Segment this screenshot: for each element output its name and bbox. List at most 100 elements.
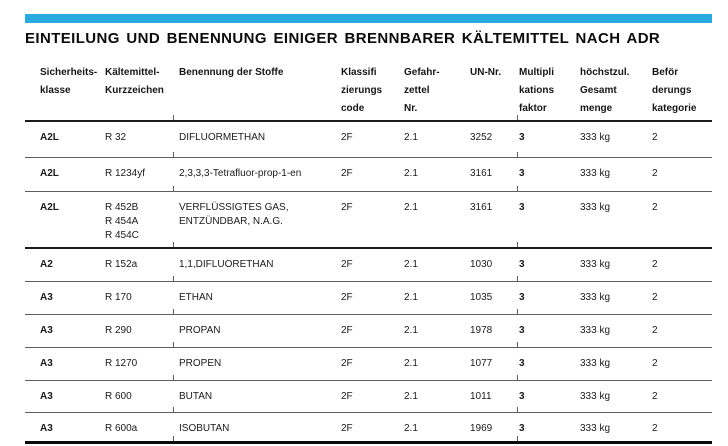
cell-klassifizierungscode: 2F (341, 202, 353, 213)
cell-multiplikationsfaktor: 3 (519, 259, 525, 270)
cell-multiplikationsfaktor: 3 (519, 202, 525, 213)
table-row: A2L R 32 DIFLUORMETHAN 2F 2.1 3252 3 333… (25, 122, 712, 158)
cell-gefahrzettel: 2.1 (404, 292, 418, 303)
table-row: A3 R 290 PROPAN 2F 2.1 1978 3 333 kg 2 (25, 315, 712, 348)
cell-multiplikationsfaktor: 3 (519, 391, 525, 402)
cell-gefahrzettel: 2.1 (404, 132, 418, 143)
cell-kurzzeichen: R 1234yf (105, 168, 146, 179)
cell-un-nr: 1969 (470, 423, 493, 434)
cell-un-nr: 3161 (470, 168, 493, 179)
cell-benennung: ETHAN (179, 292, 213, 303)
cell-un-nr: 3161 (470, 202, 493, 213)
cell-klassifizierungscode: 2F (341, 358, 353, 369)
cell-gesamtmenge: 333 kg (580, 325, 611, 336)
cell-kurzzeichen: R 600a (105, 423, 138, 434)
cell-sicherheitsklasse: A2 (40, 259, 53, 270)
cell-befoerderungskategorie: 2 (652, 132, 658, 143)
cell-benennung: VERFLÜSSIGTES GAS, ENTZÜNDBAR, N.A.G. (179, 202, 289, 227)
cell-sicherheitsklasse: A2L (40, 202, 59, 213)
cell-sicherheitsklasse: A2L (40, 168, 59, 179)
cell-benennung: PROPAN (179, 325, 221, 336)
cell-benennung: DIFLUORMETHAN (179, 132, 266, 143)
cell-un-nr: 3252 (470, 132, 493, 143)
cell-gefahrzettel: 2.1 (404, 358, 418, 369)
header-befoerderungskategorie: Beför derungs kategorie (652, 67, 697, 114)
cell-klassifizierungscode: 2F (341, 259, 353, 270)
table-header-row: Sicherheits- klasse Kältemittel- Kurzzei… (25, 58, 712, 122)
header-un-nr: UN-Nr. (470, 67, 502, 78)
cell-befoerderungskategorie: 2 (652, 325, 658, 336)
cell-gefahrzettel: 2.1 (404, 168, 418, 179)
cell-gesamtmenge: 333 kg (580, 292, 611, 303)
cell-sicherheitsklasse: A3 (40, 423, 53, 434)
cell-kurzzeichen: R 452B R 454A R 454C (105, 202, 139, 241)
cell-gesamtmenge: 333 kg (580, 132, 611, 143)
cell-sicherheitsklasse: A3 (40, 358, 53, 369)
cell-un-nr: 1077 (470, 358, 493, 369)
cell-gesamtmenge: 333 kg (580, 168, 611, 179)
cell-befoerderungskategorie: 2 (652, 391, 658, 402)
header-gefahrzettel: Gefahr- zettel Nr. (404, 67, 440, 114)
cell-kurzzeichen: R 290 (105, 325, 132, 336)
cell-benennung: BUTAN (179, 391, 213, 402)
cell-klassifizierungscode: 2F (341, 423, 353, 434)
cell-un-nr: 1978 (470, 325, 493, 336)
table-row: A3 R 600 BUTAN 2F 2.1 1011 3 333 kg 2 (25, 381, 712, 413)
cell-multiplikationsfaktor: 3 (519, 358, 525, 369)
cell-klassifizierungscode: 2F (341, 325, 353, 336)
cell-un-nr: 1011 (470, 391, 492, 402)
table-row: A2L R 1234yf 2,3,3,3-Tetrafluor-prop-1-e… (25, 158, 712, 192)
table-row: A3 R 1270 PROPEN 2F 2.1 1077 3 333 kg 2 (25, 348, 712, 381)
cell-gesamtmenge: 333 kg (580, 259, 611, 270)
cell-gesamtmenge: 333 kg (580, 202, 611, 213)
cell-sicherheitsklasse: A3 (40, 325, 53, 336)
cell-multiplikationsfaktor: 3 (519, 325, 525, 336)
cell-benennung: PROPEN (179, 358, 222, 369)
header-gesamtmenge: höchstzul. Gesamt menge (580, 67, 630, 114)
cell-gefahrzettel: 2.1 (404, 259, 418, 270)
cell-kurzzeichen: R 1270 (105, 358, 138, 369)
cell-befoerderungskategorie: 2 (652, 259, 658, 270)
cell-befoerderungskategorie: 2 (652, 423, 658, 434)
refrigerant-table: Sicherheits- klasse Kältemittel- Kurzzei… (25, 58, 712, 444)
header-kurzzeichen: Kältemittel- Kurzzeichen (105, 67, 164, 96)
cell-befoerderungskategorie: 2 (652, 358, 658, 369)
cell-gefahrzettel: 2.1 (404, 325, 418, 336)
cell-benennung: 1,1,DIFLUORETHAN (179, 259, 274, 270)
cell-gesamtmenge: 333 kg (580, 358, 611, 369)
cell-gesamtmenge: 333 kg (580, 423, 611, 434)
cell-klassifizierungscode: 2F (341, 391, 353, 402)
cell-befoerderungskategorie: 2 (652, 168, 658, 179)
cell-klassifizierungscode: 2F (341, 168, 353, 179)
cell-multiplikationsfaktor: 3 (519, 168, 525, 179)
cell-klassifizierungscode: 2F (341, 132, 353, 143)
cell-multiplikationsfaktor: 3 (519, 292, 525, 303)
header-klassifizierungscode: Klassifi zierungs code (341, 67, 383, 114)
header-multiplikationsfaktor: Multipli kations faktor (519, 67, 555, 114)
cell-gefahrzettel: 2.1 (404, 423, 418, 434)
cell-multiplikationsfaktor: 3 (519, 132, 525, 143)
accent-bar (25, 14, 712, 23)
cell-kurzzeichen: R 152a (105, 259, 138, 270)
cell-sicherheitsklasse: A2L (40, 132, 59, 143)
cell-un-nr: 1035 (470, 292, 493, 303)
header-sicherheitsklasse: Sicherheits- klasse (40, 67, 98, 96)
cell-gefahrzettel: 2.1 (404, 391, 418, 402)
cell-gefahrzettel: 2.1 (404, 202, 418, 213)
table-row: A3 R 170 ETHAN 2F 2.1 1035 3 333 kg 2 (25, 282, 712, 315)
table-row: A2 R 152a 1,1,DIFLUORETHAN 2F 2.1 1030 3… (25, 249, 712, 282)
cell-gesamtmenge: 333 kg (580, 391, 611, 402)
header-benennung: Benennung der Stoffe (179, 67, 284, 78)
cell-klassifizierungscode: 2F (341, 292, 353, 303)
cell-kurzzeichen: R 600 (105, 391, 132, 402)
table-row: A3 R 600a ISOBUTAN 2F 2.1 1969 3 333 kg … (25, 413, 712, 444)
cell-sicherheitsklasse: A3 (40, 391, 53, 402)
cell-benennung: ISOBUTAN (179, 423, 230, 434)
cell-un-nr: 1030 (470, 259, 493, 270)
cell-benennung: 2,3,3,3-Tetrafluor-prop-1-en (179, 168, 302, 179)
cell-sicherheitsklasse: A3 (40, 292, 53, 303)
cell-multiplikationsfaktor: 3 (519, 423, 525, 434)
cell-kurzzeichen: R 170 (105, 292, 132, 303)
page-title: EINTEILUNG UND BENENNUNG EINIGER BRENNBA… (25, 30, 661, 47)
